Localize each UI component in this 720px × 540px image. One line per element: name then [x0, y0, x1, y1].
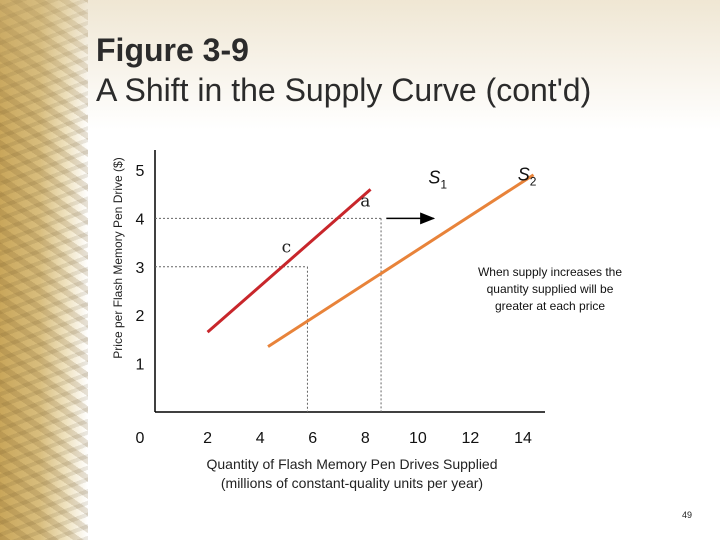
x-tick-label: 14: [514, 430, 532, 447]
x-axis-title: Quantity of Flash Memory Pen Drives Supp…: [172, 455, 532, 493]
x-tick-label: 10: [409, 430, 427, 447]
x-axis-title-line-1: Quantity of Flash Memory Pen Drives Supp…: [206, 456, 498, 472]
y-tick-label: 4: [136, 211, 145, 228]
chart-series: [206, 173, 535, 348]
y-tick-label: 5: [136, 163, 145, 180]
chart-guides: [155, 217, 382, 412]
decorative-header-photo: [0, 0, 720, 130]
title-line-1: Figure 3-9: [96, 32, 249, 68]
slide-title: Figure 3-9 A Shift in the Supply Curve (…: [96, 30, 591, 110]
page-number: 49: [681, 510, 692, 520]
series-label-s1: S1: [428, 168, 447, 192]
point-label-a: a: [360, 191, 370, 211]
point-label-c: c: [282, 237, 292, 257]
decorative-side-band: [0, 0, 88, 540]
x-tick-label: 8: [361, 430, 370, 447]
title-line-2: A Shift in the Supply Curve (cont'd): [96, 72, 592, 108]
supply-curve-s2: [267, 173, 535, 348]
x-tick-label: 12: [462, 430, 480, 447]
x-axis-title-line-2: (millions of constant-quality units per …: [220, 475, 484, 491]
x-tick-label: 6: [308, 430, 317, 447]
supply-curve-s1: [206, 188, 372, 334]
x-tick-label: 0: [136, 430, 145, 447]
chart-labels: S1 S2 a c When supply increases the quantity …: [282, 165, 623, 313]
x-tick-label: 2: [203, 430, 212, 447]
y-tick-label: 2: [136, 308, 145, 325]
annotation-text: When supply increases the quantity suppli…: [478, 265, 622, 313]
y-tick-label: 1: [136, 357, 145, 374]
x-tick-label: 4: [256, 430, 265, 447]
series-label-s2: S2: [518, 165, 537, 189]
y-tick-label: 3: [136, 260, 145, 277]
